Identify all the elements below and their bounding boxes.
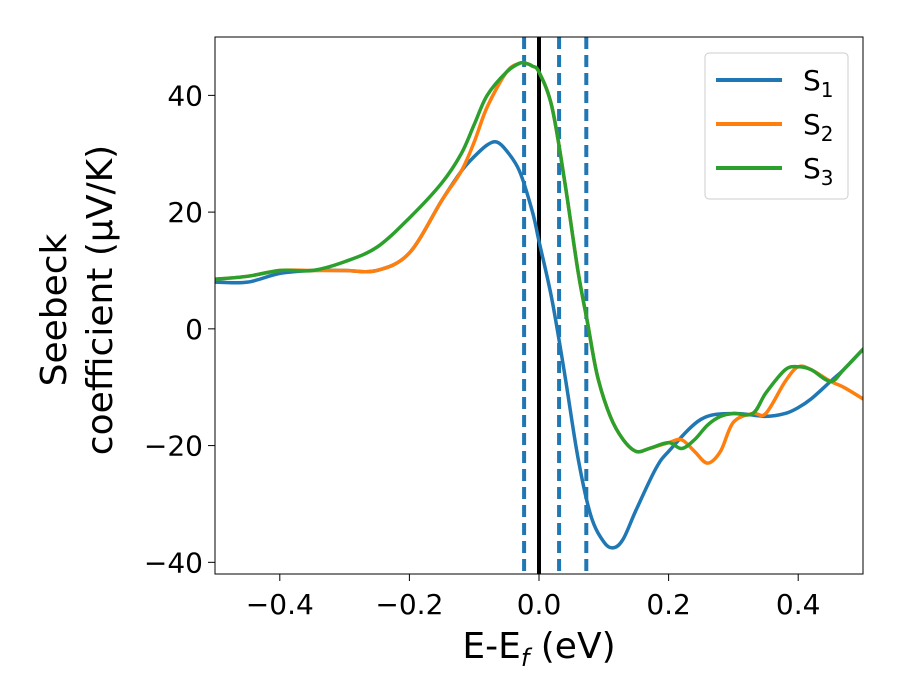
axis-ticks: −0.4 −0.2 0.0 0.2 0.4 −40 −20 0 20 40	[144, 79, 821, 621]
y-tick-label: −40	[144, 546, 203, 579]
y-axis-label-line-1: Seebeck	[34, 233, 75, 386]
legend-label-s3: S3	[803, 152, 834, 190]
x-tick-label: −0.2	[375, 588, 443, 621]
x-axis-label: E-Ef (eV)	[462, 626, 615, 672]
y-axis-label-line-2: coefficient (μV/K)	[80, 145, 121, 455]
legend: S1 S2 S3	[704, 52, 849, 200]
y-tick-label: 40	[167, 79, 203, 112]
legend-label-s2: S2	[803, 108, 834, 146]
x-tick-label: −0.4	[246, 588, 314, 621]
reference-lines	[522, 37, 589, 574]
x-tick-label: 0.4	[776, 588, 821, 621]
x-tick-label: 0.0	[517, 588, 562, 621]
series-line-s3	[215, 60, 863, 454]
series-lines	[215, 60, 863, 550]
y-tick-label: 0	[185, 313, 203, 346]
y-tick-label: −20	[144, 430, 203, 463]
legend-label-s1: S1	[803, 64, 834, 102]
x-tick-label: 0.2	[646, 588, 691, 621]
y-tick-label: 20	[167, 196, 203, 229]
